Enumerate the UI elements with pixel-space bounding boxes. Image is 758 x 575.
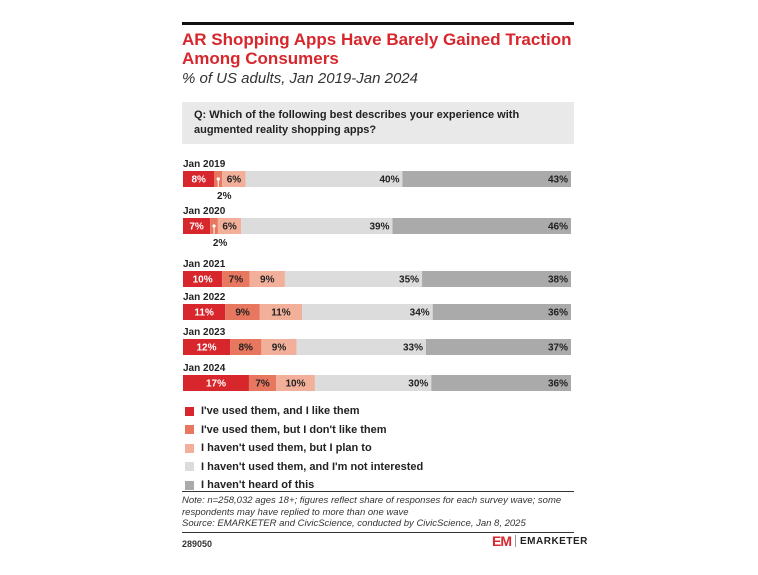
chart-legend: I've used them, and I like them I've used… <box>185 402 565 495</box>
data-label: 39% <box>370 222 390 233</box>
legend-swatch <box>185 425 194 435</box>
bar-segment <box>183 304 226 320</box>
data-label: 7% <box>255 379 270 390</box>
data-label: 7% <box>229 275 244 286</box>
category-label: Jan 2022 <box>183 292 226 303</box>
legend-item: I haven't used them, and I'm not interes… <box>185 458 565 477</box>
legend-item: I've used them, but I don't like them <box>185 421 565 440</box>
bar-segment <box>245 171 403 187</box>
category-label: Jan 2021 <box>183 259 226 270</box>
source-text: Source: EMARKETER and CivicScience, cond… <box>182 518 526 529</box>
legend-label: I've used them, and I like them <box>201 405 360 418</box>
bar-segment <box>302 304 433 320</box>
bar-segment <box>183 218 211 234</box>
data-label: 36% <box>548 379 568 390</box>
data-label: 30% <box>408 379 428 390</box>
legend-item: I haven't used them, but I plan to <box>185 439 565 458</box>
bar-segment <box>259 304 303 320</box>
bar-segment <box>284 271 423 287</box>
note-text: Note: n=258,032 ages 18+; figures reflec… <box>182 495 562 518</box>
bar-segment <box>183 171 215 187</box>
bar-segment <box>183 271 223 287</box>
bar-segment <box>392 218 571 234</box>
data-label: 9% <box>235 308 250 319</box>
legend-item: I've used them, and I like them <box>185 402 565 421</box>
bar-segment <box>230 339 262 355</box>
data-label: 2% <box>213 238 228 249</box>
bar-segment <box>225 304 260 320</box>
bar-segment <box>431 375 571 391</box>
bar-segment <box>183 339 231 355</box>
legend-swatch <box>185 462 194 472</box>
bar-segment <box>296 339 426 355</box>
category-label: Jan 2024 <box>183 363 226 374</box>
bar-segment <box>217 218 242 234</box>
legend-swatch <box>185 406 194 416</box>
data-label: 8% <box>191 175 206 186</box>
bar-segment <box>241 218 393 234</box>
data-label: 38% <box>548 275 568 286</box>
bar-segment <box>222 171 246 187</box>
bar-segment <box>314 375 432 391</box>
category-label: Jan 2023 <box>183 327 226 338</box>
legend-item: I haven't heard of this <box>185 476 565 495</box>
data-label: 8% <box>238 343 253 354</box>
legend-label: I haven't used them, and I'm not interes… <box>201 460 424 473</box>
note-divider <box>182 491 574 492</box>
legend-label: I haven't heard of this <box>201 479 315 492</box>
bar-segment <box>432 304 571 320</box>
chart-id: 289050 <box>182 539 213 549</box>
legend-label: I've used them, but I don't like them <box>201 423 387 436</box>
bar-segment <box>402 171 571 187</box>
category-label: Jan 2020 <box>183 206 226 217</box>
data-label: 10% <box>193 275 213 286</box>
bar-segment <box>422 271 571 287</box>
data-label: 11% <box>194 308 214 319</box>
bar-segment <box>222 271 250 287</box>
data-label: 37% <box>548 343 568 354</box>
top-rule <box>182 22 574 25</box>
chart-notes: Note: n=258,032 ages 18+; figures reflec… <box>182 495 574 530</box>
leader-dot <box>216 177 220 181</box>
legend-swatch <box>185 480 194 490</box>
footer-divider <box>182 532 574 533</box>
chart-subtitle: % of US adults, Jan 2019-Jan 2024 <box>182 70 418 87</box>
logo-text: EMARKETER <box>520 535 588 547</box>
data-label: 36% <box>548 308 568 319</box>
data-label: 11% <box>271 308 291 319</box>
data-label: 6% <box>227 175 242 186</box>
data-label: 46% <box>548 222 568 233</box>
survey-question: Q: Which of the following best describes… <box>182 102 574 144</box>
bar-segment <box>248 375 277 391</box>
bar-segment <box>183 375 249 391</box>
data-label: 34% <box>410 308 430 319</box>
data-label: 17% <box>206 379 226 390</box>
data-label: 12% <box>197 343 217 354</box>
bar-segment <box>261 339 297 355</box>
data-label: 2% <box>217 191 232 202</box>
data-label: 33% <box>403 343 423 354</box>
legend-swatch <box>185 443 194 453</box>
bar-segment <box>276 375 315 391</box>
data-label: 35% <box>399 275 419 286</box>
leader-dot <box>212 224 216 228</box>
data-label: 7% <box>189 222 204 233</box>
stacked-bar-chart: Jan 2019 8% 2% 6% 40% 43% Jan 2020 7% 2% 6% 39% 46%… <box>183 159 571 391</box>
data-label: 43% <box>548 175 568 186</box>
logo-mark: EM <box>492 533 512 549</box>
chart-title: AR Shopping Apps Have Barely Gained Trac… <box>182 30 572 68</box>
bar-segment <box>249 271 285 287</box>
data-label: 9% <box>260 275 275 286</box>
data-label: 10% <box>286 379 306 390</box>
data-label: 6% <box>222 222 237 233</box>
data-label: 9% <box>272 343 287 354</box>
emarketer-logo: EM EMARKETER <box>492 533 588 549</box>
bar-segment <box>425 339 571 355</box>
category-label: Jan 2019 <box>183 159 226 170</box>
data-label: 40% <box>379 175 399 186</box>
logo-separator <box>515 535 516 547</box>
legend-label: I haven't used them, but I plan to <box>201 442 372 455</box>
